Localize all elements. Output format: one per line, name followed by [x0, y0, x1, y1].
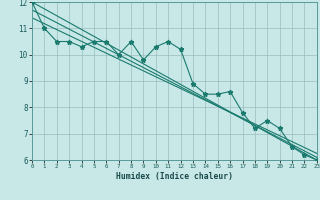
X-axis label: Humidex (Indice chaleur): Humidex (Indice chaleur): [116, 172, 233, 181]
